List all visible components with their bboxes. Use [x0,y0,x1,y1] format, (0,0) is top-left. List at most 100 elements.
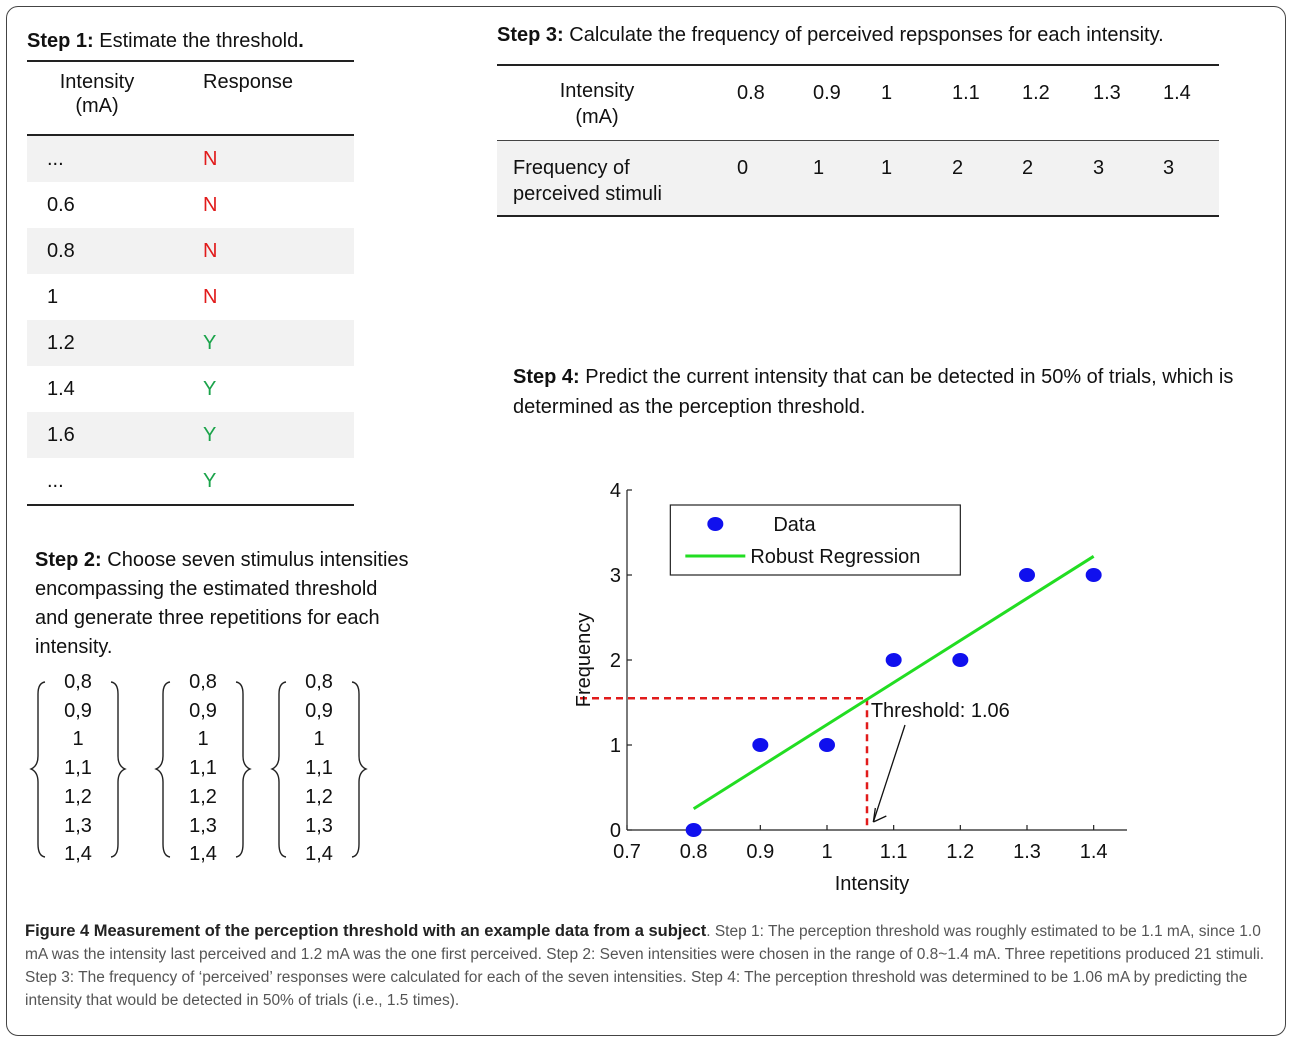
data-point [685,823,702,837]
col-response-header: Response [203,71,294,93]
vector-value: 0,9 [189,699,217,722]
row-intensity-label: Intensity (mA) [559,80,635,128]
row-frequency-label: Frequency of perceived stimuli [513,157,662,205]
step4-text: Step 4: Predict the current intensity th… [513,366,1234,418]
data-point [952,653,969,667]
x-axis-label: Intensity [835,873,909,895]
step2-text: Step 2: Choose seven stimulus intensitie… [35,549,409,658]
data-point [752,738,769,752]
threshold-markers [580,697,869,830]
table-row: 1.6 Y [27,412,354,458]
legend-data-label: Data [773,514,816,536]
frequency-cell: 2 [952,157,964,179]
y-axis-label: Frequency [573,613,595,708]
vector-value: 1 [197,728,209,751]
table-row: ... N [27,136,354,182]
response-cell: Y [203,424,217,446]
intensity-cell: 0.8 [47,240,75,262]
data-point [819,738,835,752]
intensity-cell: 1.2 [1022,82,1050,104]
intensity-cell: ... [47,148,64,170]
y-tick-label: 2 [610,650,621,672]
vector-value: 0,8 [189,671,217,693]
vector-value: 1,3 [64,814,92,837]
threshold-arrow [872,724,906,823]
intensity-cell: 1 [881,82,893,104]
data-point [1019,568,1035,582]
vector-value: 0,8 [305,671,333,693]
vector-value: 1,1 [64,757,92,780]
step3-frequency-row: Frequency of perceived stimuli 0 1 1 2 2 3 3 [497,141,1219,215]
y-tick-label: 4 [610,480,621,502]
intensity-cell: 1 [47,286,59,308]
vector-value: 1,1 [189,757,217,780]
x-tick-label: 1.2 [946,841,974,863]
y-tick-label: 1 [610,735,621,757]
x-tick-label: 0.7 [613,841,641,863]
vector-value: 1 [72,728,84,751]
chart-axes: 0 1 2 3 4 0.7 0.8 0.9 1 1.1 1.2 1.3 1.4 [610,480,1127,863]
intensity-cell: 1.2 [47,332,75,354]
threshold-arrow-head [872,807,887,823]
x-tick-label: 1.3 [1013,841,1041,863]
legend-box [669,504,961,576]
step1-table: Intensity (mA) Response ... N 0.6 N 0.8 N 1 N 1.… [27,60,354,506]
response-cell: Y [203,332,217,354]
frequency-cell: 0 [737,157,749,179]
response-cell: N [203,148,218,170]
response-cell: Y [203,378,217,400]
table-bottom-rule [27,504,354,506]
intensity-cell: 1.4 [1163,82,1191,104]
vector-value: 1,4 [305,843,333,866]
intensity-cell: 1.1 [952,82,980,104]
table-row: 0.6 N [27,182,354,228]
figure-frame [6,6,1286,1036]
response-cell: N [203,194,218,216]
step1-title: Step 1: Estimate the threshold. [27,30,304,52]
step3-title: Step 3: Calculate the frequency of perce… [497,24,1164,46]
vector-value: 0,9 [64,699,92,722]
col-intensity-header: Intensity (mA) [59,71,135,117]
caption-title: Figure 4 Measurement of the perception t… [25,922,707,940]
x-tick-label: 0.8 [680,841,708,863]
step3-intensity-row: Intensity (mA) 0.8 0.9 1 1.1 1.2 1.3 1.4 [497,66,1219,141]
vector-value: 1,3 [305,814,333,837]
caption-body: . Step 1: The perception threshold was r… [25,923,1265,1009]
data-points [685,568,1102,837]
frequency-cell: 3 [1093,157,1105,179]
figure-caption: Figure 4 Measurement of the perception t… [25,920,1270,1012]
step3-table: Intensity (mA) 0.8 0.9 1 1.1 1.2 1.3 1.4 Frequ… [497,64,1219,217]
regression-line-path [692,555,1095,811]
stimulus-vector-3: 0,8 0,9 1 1,1 1,2 1,3 1,4 [269,668,369,869]
frequency-cell: 2 [1022,157,1034,179]
response-cell: N [203,286,218,308]
vector-value: 1,4 [64,843,92,866]
table-row: 1.2 Y [27,320,354,366]
frequency-cell: 1 [813,157,825,179]
stimulus-vector-1: 0,8 0,9 1 1,1 1,2 1,3 1,4 [28,668,128,869]
data-point [885,653,902,667]
response-cell: Y [203,470,217,492]
legend-regression-label: Robust Regression [750,546,920,568]
vector-value: 1,2 [305,785,333,808]
intensity-cell: 1.4 [47,378,75,400]
vector-value: 0,8 [64,671,92,693]
frequency-cell: 1 [881,157,893,179]
x-tick-label: 1.1 [880,841,908,863]
chart-legend: Data Robust Regression [669,504,961,576]
frequency-cell: 3 [1163,157,1175,179]
legend-data-marker [707,517,724,531]
vector-brackets [29,681,368,858]
vector-value: 1,1 [305,757,333,780]
intensity-cell: ... [47,470,64,492]
vector-value: 1,2 [189,785,217,808]
table-row: 0.8 N [27,228,354,274]
y-tick-label: 0 [610,820,621,842]
response-cell: N [203,240,218,262]
table-row: ... Y [27,458,354,504]
vector-value: 1,2 [64,785,92,808]
chart-labels: Intensity Frequency Threshold: 1.06 [573,613,1010,895]
intensity-cell: 0.6 [47,194,75,216]
vector-value: 0,9 [305,699,333,722]
step1-table-header: Intensity (mA) Response [27,60,354,136]
